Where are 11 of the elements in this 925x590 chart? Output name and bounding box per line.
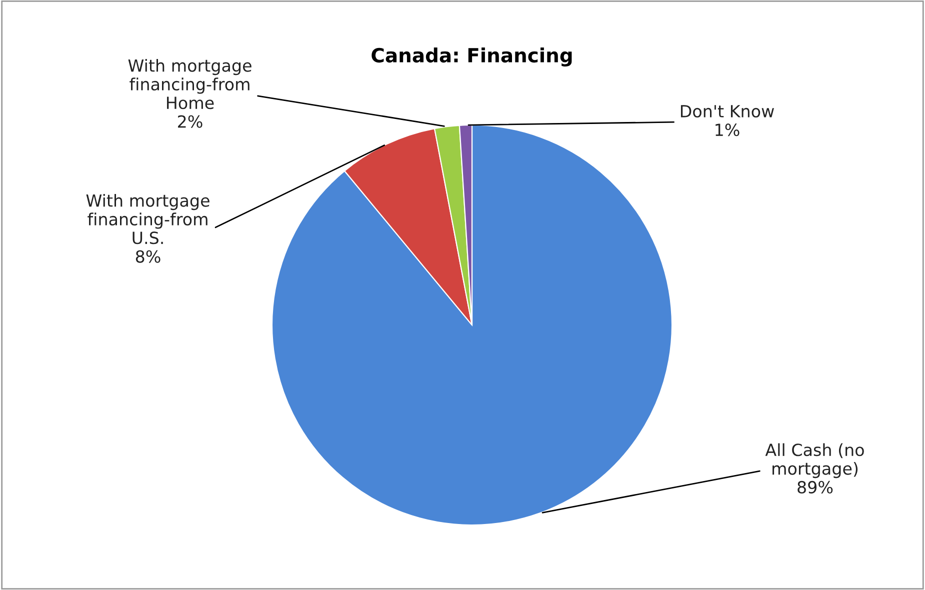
data-label: 1%	[716, 124, 740, 136]
data-label: 8%	[136, 250, 160, 263]
data-label: 2%	[178, 115, 202, 128]
pie-slice	[344, 128, 473, 326]
slice-label: All Cash (no mortgage)	[765, 443, 864, 478]
slice-label: With mortgage financing-from U.S.	[86, 194, 210, 244]
slice-label: Don't Know	[680, 105, 774, 118]
chart-title: Canada: Financing	[372, 48, 572, 66]
pie-slice	[271, 124, 673, 526]
slice-label: With mortgage financing-from Home	[128, 58, 252, 110]
data-label: 89%	[798, 480, 833, 494]
